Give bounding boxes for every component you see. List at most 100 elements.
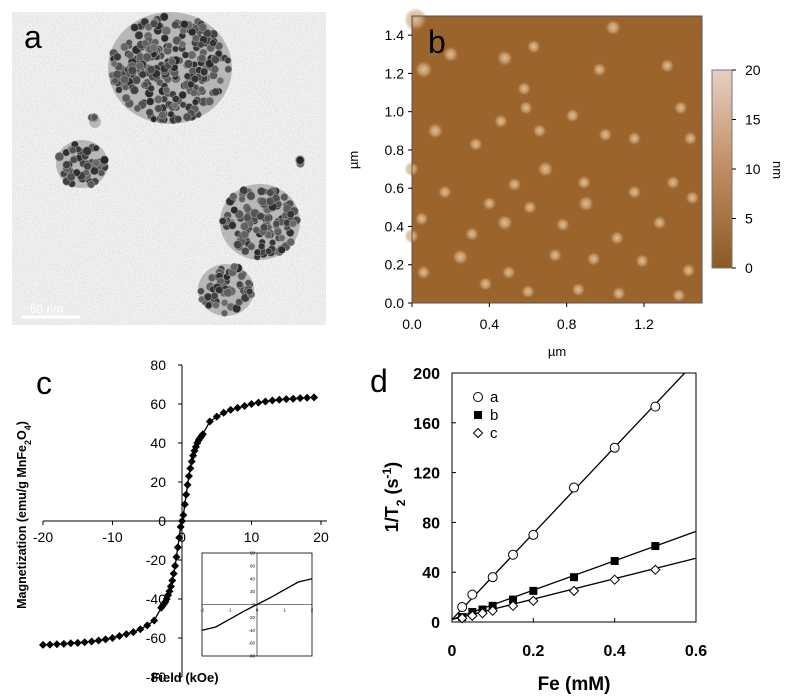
colorbar-tick-label: 0: [745, 260, 753, 276]
nanoparticle: [278, 234, 286, 242]
inset-x-tick-label: 1: [283, 608, 286, 613]
afm-particle: [507, 176, 522, 192]
afm-particle: [626, 184, 642, 200]
inset-curve: [201, 578, 313, 631]
afm-particle: [442, 45, 460, 63]
nanoparticle: [269, 238, 277, 247]
nanoparticle: [127, 65, 138, 76]
magnetization-point: [289, 394, 298, 403]
nanoparticle: [154, 104, 163, 113]
nanoparticle: [186, 80, 195, 89]
nanoparticle: [90, 113, 98, 121]
afm-particle: [536, 160, 554, 178]
afm-particle: [464, 226, 480, 242]
afm-y-label: µm: [346, 151, 361, 169]
afm-particle: [547, 247, 563, 263]
inset-y-tick-label: 0: [252, 602, 255, 607]
afm-particle: [526, 39, 542, 55]
magnetization-point: [129, 628, 138, 637]
nanoparticle: [223, 288, 233, 298]
nanoparticle: [183, 72, 191, 80]
nanoparticle: [126, 51, 135, 60]
magnetization-point: [268, 396, 277, 405]
nanoparticle: [245, 287, 254, 296]
point-c: [477, 608, 488, 619]
relaxivity-x-tick-label: 0.4: [604, 643, 626, 660]
magnetization-point: [166, 582, 175, 591]
nanoparticle: [162, 86, 171, 95]
afm-frame: [411, 15, 703, 304]
magnetization-point: [136, 625, 145, 634]
nanoparticle: [289, 219, 298, 228]
nanoparticle: [253, 248, 262, 256]
magnetization-x-tick-label: 10: [244, 529, 260, 545]
nanoparticle: [191, 98, 200, 106]
magnetization-point: [108, 634, 117, 642]
point-c: [456, 613, 468, 624]
inset-y-tick-label: -40: [248, 628, 255, 633]
nanoparticle: [252, 226, 261, 234]
afm-particle: [481, 196, 497, 211]
nanoparticle: [197, 287, 205, 295]
afm-particle: [634, 253, 650, 269]
magnetization-point: [303, 393, 312, 402]
relaxivity-frame: [451, 372, 697, 623]
relaxivity-y-tick-label: 200: [413, 366, 440, 383]
nanoparticle: [178, 90, 187, 100]
nanoparticle: [266, 188, 275, 197]
panel-label-b: b: [428, 24, 446, 60]
afm-x-tick-label: 0.8: [557, 316, 577, 332]
nanoparticle: [244, 279, 252, 287]
magnetization-point: [168, 576, 177, 585]
afm-particle: [604, 18, 622, 36]
legend-label-c: c: [490, 425, 498, 442]
nanoparticle: [272, 220, 281, 228]
nanoparticle: [199, 67, 209, 76]
nanoparticle: [182, 112, 192, 122]
afm-y-tick-label: 0.0: [385, 295, 405, 311]
magnetization-point: [187, 457, 196, 466]
magnetization-point: [179, 511, 188, 520]
nanoparticle: [69, 146, 77, 154]
nanoparticle: [83, 162, 92, 171]
nanoparticle: [243, 213, 252, 223]
afm-particle: [468, 136, 484, 152]
afm-y-tick-label: 1.4: [385, 27, 405, 43]
magnetization-point: [226, 405, 235, 414]
legend-label-a: a: [490, 389, 499, 406]
afm-particle: [576, 175, 592, 190]
nanoparticle: [236, 280, 244, 288]
magnetization-y-tick-label: 60: [150, 396, 166, 412]
afm-y-tick-label: 0.8: [385, 142, 405, 158]
nanoparticle: [171, 102, 179, 110]
nanoparticle: [230, 262, 239, 272]
legend-marker-b: [474, 411, 482, 419]
point-b: [651, 542, 660, 551]
nanoparticle: [204, 301, 213, 310]
nanoparticle: [141, 39, 149, 47]
afm-particle: [520, 284, 536, 299]
nanoparticle: [180, 19, 189, 29]
afm-particle: [673, 100, 689, 116]
point-c: [528, 595, 539, 607]
nanoparticle: [286, 210, 295, 219]
nanoparticle: [190, 89, 198, 97]
nanoparticle: [238, 195, 246, 203]
magnetization-point: [186, 464, 195, 473]
magnetization-point: [73, 638, 82, 647]
afm-particle: [681, 263, 696, 278]
nanoparticle: [215, 285, 224, 294]
nanoparticle: [198, 295, 206, 303]
relaxivity-x-tick-label: 0.6: [685, 643, 707, 660]
magnetization-point: [198, 430, 207, 439]
inset-y-tick-label: 60: [250, 563, 256, 568]
magnetization-x-label: Field (kOe): [151, 670, 218, 685]
relaxivity-axes: 0 0.2 0.4 0.6 0 40 80 120 160 200: [413, 366, 707, 660]
nanoparticle: [134, 30, 144, 40]
nanoparticle: [190, 74, 200, 83]
point-c: [467, 610, 478, 621]
inset-x-tick-label: -2: [200, 608, 204, 613]
nanoparticle: [87, 180, 96, 189]
afm-particle: [592, 62, 607, 77]
relaxivity-y-tick-label: 120: [413, 466, 440, 483]
